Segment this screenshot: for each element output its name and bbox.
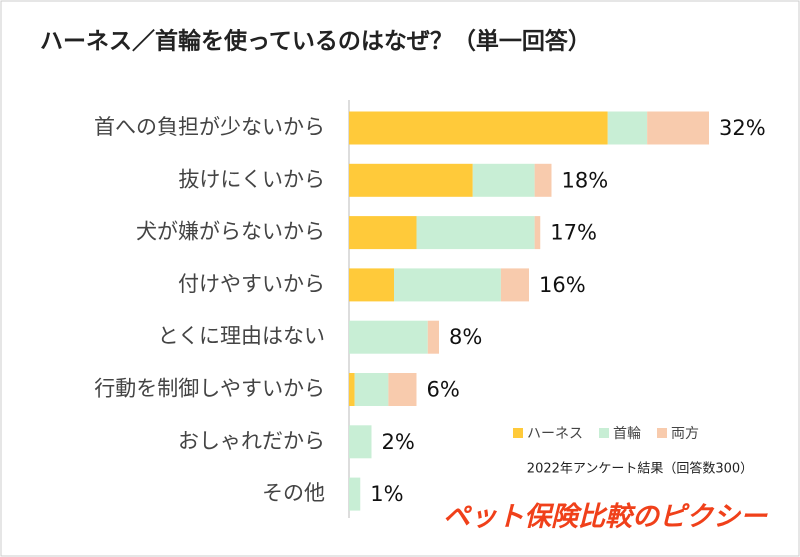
category-label: その他	[262, 481, 325, 505]
category-label: おしゃれだから	[178, 429, 325, 453]
bar-segment	[500, 268, 529, 302]
total-label: 16%	[539, 273, 586, 297]
total-label: 32%	[719, 116, 766, 140]
bar-segment	[416, 216, 535, 250]
legend-swatch	[657, 428, 667, 438]
legend-swatch	[513, 428, 523, 438]
legend-swatch	[599, 428, 609, 438]
legend-label: 首輪	[613, 425, 641, 442]
chart-title: ハーネス／首輪を使っているのはなぜ？（単一回答）	[40, 28, 591, 55]
bar-segment	[534, 163, 552, 197]
bar-segment	[349, 425, 372, 459]
category-label: 抜けにくいから	[178, 167, 325, 191]
brand: ペット保険比較のピクシー	[443, 502, 768, 533]
bar-segment	[388, 373, 417, 406]
bar-segment	[472, 163, 535, 197]
bar-segment	[349, 373, 355, 406]
total-label: 8%	[449, 325, 482, 349]
bar-segment	[349, 268, 394, 302]
legend-label: ハーネス	[527, 426, 583, 442]
category-label: とくに理由はない	[158, 324, 325, 348]
total-label: 1%	[370, 482, 403, 506]
bar-segment	[349, 216, 417, 250]
category-label: 犬が嫌がらないから	[136, 220, 325, 244]
category-label: 首への負担が少ないから	[94, 115, 325, 139]
bar-segment	[349, 163, 473, 197]
note: 2022年アンケート結果（回答数300）	[527, 461, 753, 477]
category-label: 行動を制御しやすいから	[94, 377, 325, 401]
bar-segment	[349, 320, 428, 354]
bar-segment	[647, 111, 709, 145]
bar-segment	[349, 111, 608, 145]
total-label: 18%	[562, 168, 609, 192]
legend-label: 両方	[671, 426, 699, 442]
bar-segment	[607, 111, 648, 145]
total-label: 6%	[427, 378, 460, 402]
total-label: 2%	[382, 430, 415, 454]
bar-segment	[427, 320, 439, 354]
total-label: 17%	[550, 221, 597, 245]
bar-segment	[534, 216, 541, 250]
bar-segment	[349, 477, 361, 511]
bar-segment	[354, 373, 389, 406]
bar-segment	[394, 268, 501, 302]
category-label: 付けやすいから	[178, 272, 325, 296]
